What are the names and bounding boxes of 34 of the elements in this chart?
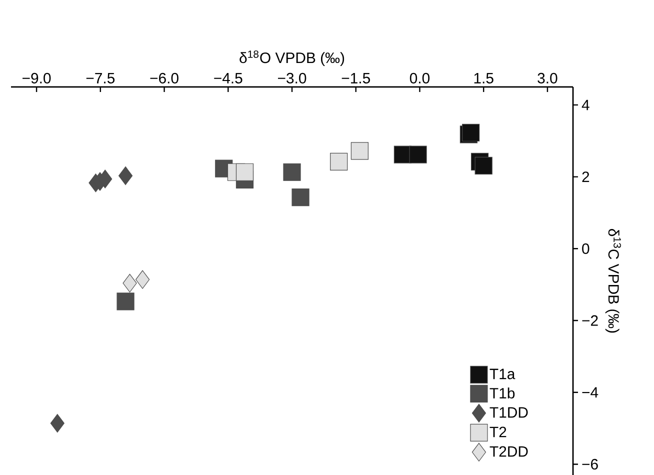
- point: [122, 274, 137, 292]
- x-tick-label: 1.5: [474, 73, 494, 84]
- y-tick-label: 2: [582, 172, 590, 182]
- y-tick-label: −6: [582, 458, 598, 470]
- x-tick-label: 0.0: [410, 72, 430, 84]
- x-tick-label: −1.5: [342, 73, 370, 84]
- legend-label: T1DD: [490, 407, 528, 418]
- point: [350, 142, 368, 160]
- y-axis-title: δ$^{13}$C VPDB (‰): [605, 229, 621, 333]
- point: [116, 292, 134, 310]
- x-tick-label: −9.0: [22, 72, 51, 84]
- legend-label: T2DD: [490, 446, 528, 457]
- x-tick-label: −6.0: [150, 72, 178, 84]
- point: [409, 146, 427, 164]
- y-tick-label: −2: [582, 315, 598, 326]
- x-tick-label: −7.5: [86, 73, 115, 84]
- point: [292, 188, 310, 206]
- point: [136, 270, 150, 289]
- legend-label: T1a: [490, 368, 516, 380]
- point: [50, 414, 64, 433]
- legend-label: T1b: [490, 388, 515, 398]
- point: [330, 152, 348, 171]
- x-tick-label: 3.0: [538, 72, 558, 84]
- x-tick-label: −4.5: [214, 73, 242, 84]
- y-tick-label: 4: [582, 100, 590, 110]
- x-axis-title: δ$^{18}$O VPDB (‰): [240, 50, 344, 66]
- y-tick-label: 0: [582, 243, 590, 254]
- y-tick-label: −4: [582, 387, 598, 398]
- point: [118, 166, 133, 186]
- x-tick-label: −3.0: [278, 72, 306, 84]
- point: [236, 163, 254, 181]
- point: [474, 156, 492, 174]
- legend-label: T2: [490, 426, 506, 438]
- point: [283, 163, 301, 181]
